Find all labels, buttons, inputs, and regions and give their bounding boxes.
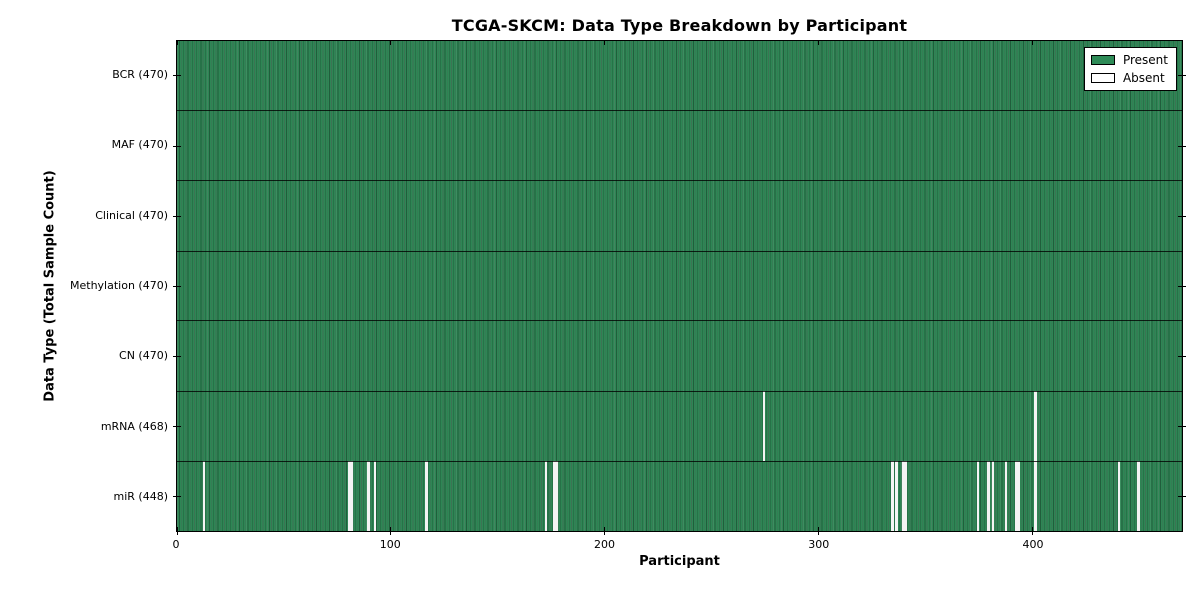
absent-mark <box>901 461 905 531</box>
ytick-mark <box>173 215 181 217</box>
chart-title: TCGA-SKCM: Data Type Breakdown by Partic… <box>451 16 908 35</box>
ytick-mark <box>173 145 181 147</box>
heatmap-row-mir <box>177 461 1182 531</box>
heatmap-row-bcr <box>177 41 1182 111</box>
absent-mark <box>1117 461 1121 531</box>
legend-entry-present: Present <box>1090 53 1168 67</box>
row-separator-line <box>177 320 1182 322</box>
absent-swatch-icon <box>1090 73 1115 83</box>
ytick-mark <box>1178 495 1186 497</box>
legend-entry-absent: Absent <box>1090 71 1168 85</box>
absent-mark <box>202 461 206 531</box>
absent-mark <box>904 461 907 531</box>
row-separator-line <box>177 460 1182 462</box>
absent-mark <box>895 461 899 531</box>
ytick-mark <box>173 355 181 357</box>
xtick-mark <box>176 41 178 45</box>
ytick-label-mir: miR (448) <box>113 489 169 503</box>
ytick-mark <box>173 285 181 287</box>
row-separator-line <box>177 250 1182 252</box>
ytick-label-mrna: mRNA (468) <box>100 419 168 433</box>
ytick-label-cn: CN (470) <box>119 349 168 363</box>
xtick-label-0: 0 <box>172 538 180 551</box>
absent-mark <box>1137 461 1140 531</box>
ytick-mark <box>173 425 181 427</box>
absent-mark <box>987 461 990 531</box>
ytick-label-clinical: Clinical (470) <box>95 208 168 222</box>
xtick-mark <box>390 527 392 535</box>
absent-mark <box>1004 461 1008 531</box>
absent-mark <box>991 461 995 531</box>
absent-mark <box>544 461 548 531</box>
absent-mark <box>1015 461 1018 531</box>
xtick-mark <box>604 41 606 45</box>
ytick-label-maf: MAF (470) <box>111 138 168 152</box>
xtick-mark <box>817 41 819 45</box>
legend: Present Absent <box>1083 47 1177 91</box>
xtick-mark <box>390 41 392 45</box>
absent-mark <box>976 461 980 531</box>
absent-mark <box>425 461 428 531</box>
absent-mark <box>1034 391 1038 461</box>
xtick-label-400: 400 <box>1022 538 1044 551</box>
x-axis-label: Participant <box>639 554 720 569</box>
ytick-mark <box>1178 215 1186 217</box>
ytick-mark <box>1178 75 1186 77</box>
ytick-mark <box>1178 425 1186 427</box>
legend-label-present: Present <box>1122 53 1168 67</box>
row-separator-line <box>177 390 1182 392</box>
xtick-mark <box>604 527 606 535</box>
absent-mark <box>1017 461 1020 531</box>
absent-mark <box>367 461 370 531</box>
absent-mark <box>762 391 766 461</box>
xtick-mark <box>817 527 819 535</box>
ytick-mark <box>1178 145 1186 147</box>
ytick-label-methylation: Methylation (470) <box>70 279 168 292</box>
absent-mark <box>350 461 353 531</box>
absent-mark <box>555 461 559 531</box>
plot-area: Present Absent <box>173 40 1186 535</box>
present-swatch-icon <box>1090 55 1115 65</box>
heatmap-row-mrna <box>177 391 1182 461</box>
heatmap-row-cn <box>177 321 1182 391</box>
heatmap-row-clinical <box>177 181 1182 251</box>
heatmap-row-maf <box>177 111 1182 181</box>
absent-mark <box>348 461 351 531</box>
legend-label-absent: Absent <box>1122 71 1165 85</box>
absent-mark <box>553 461 556 531</box>
ytick-label-bcr: BCR (470) <box>112 68 168 82</box>
row-separator-line <box>177 180 1182 182</box>
absent-mark <box>891 461 894 531</box>
xtick-mark <box>1031 41 1033 45</box>
ytick-mark <box>1178 285 1186 287</box>
ytick-mark <box>1178 355 1186 357</box>
absent-mark <box>1034 461 1038 531</box>
xtick-mark <box>1031 527 1033 535</box>
ytick-mark <box>173 75 181 77</box>
xtick-label-100: 100 <box>379 538 401 551</box>
row-separator-line <box>177 110 1182 112</box>
xtick-label-300: 300 <box>808 538 830 551</box>
heatmap-row-methylation <box>177 251 1182 321</box>
absent-mark <box>373 461 377 531</box>
xtick-label-200: 200 <box>594 538 615 551</box>
ytick-mark <box>173 495 181 497</box>
xtick-mark <box>176 527 178 535</box>
